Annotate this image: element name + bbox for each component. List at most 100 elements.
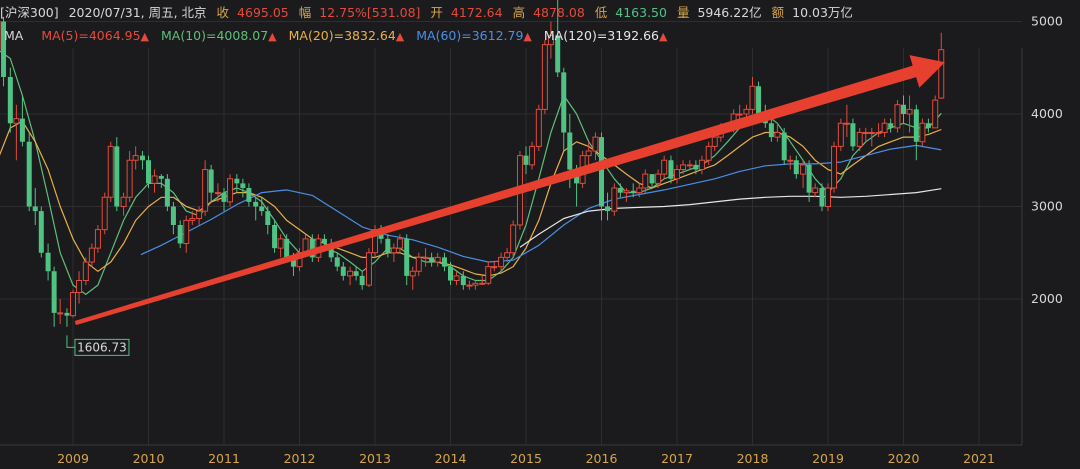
candle-body [429, 257, 435, 262]
x-tick-label: 2021 [963, 451, 995, 466]
ma-label[interactable]: MA [4, 28, 24, 43]
candle-body [768, 123, 774, 138]
candle-body [756, 86, 762, 114]
candle-body [466, 284, 473, 287]
candle-body [749, 85, 756, 110]
min-label: 1606.73 [77, 340, 127, 354]
candle-body [567, 132, 573, 170]
annotations: 5380.431606.73 [66, 335, 130, 356]
x-tick-label: 2016 [586, 451, 618, 466]
x-tick-label: 2015 [510, 451, 542, 466]
candle-body [265, 211, 271, 225]
candle-body [705, 145, 712, 161]
candle-body [938, 49, 945, 99]
candle-body [793, 160, 799, 175]
x-tick-label: 2012 [284, 451, 316, 466]
candle-body [88, 247, 95, 263]
candle-body [599, 137, 604, 207]
candle-body [151, 175, 158, 184]
candle-body [881, 122, 888, 133]
candle-body [328, 243, 334, 258]
candle-body [13, 118, 20, 124]
candle-body [831, 145, 838, 189]
ma60-text: MA(60)=3612.79 [416, 28, 524, 43]
y-tick-label: 2000 [1031, 291, 1063, 306]
candle-body [800, 164, 807, 175]
ma-line [519, 188, 942, 248]
y-tick-label: 3000 [1031, 199, 1063, 214]
candle-body [19, 118, 25, 142]
ma120-legend[interactable]: MA(120)=3192.66▲ [544, 26, 668, 47]
candle-body [743, 108, 750, 115]
candle-body [1, 21, 7, 77]
candle-body [353, 271, 359, 276]
candle-body [51, 271, 57, 313]
ma-legend-bar: MA MA(5)=4064.95▲ MA(10)=4008.07▲ MA(20)… [0, 26, 1080, 46]
candle-body [390, 247, 397, 254]
candle-body [655, 173, 662, 184]
candle-body [888, 123, 894, 128]
candle-body [850, 123, 856, 147]
ma5-text: MA(5)=4064.95 [41, 28, 141, 43]
candle-body [806, 164, 812, 193]
candle-body [183, 219, 190, 244]
candle-body [340, 266, 346, 276]
high-value: 4878.08 [533, 5, 585, 20]
candle-body [523, 155, 529, 165]
up-arrow-icon: ▲ [395, 30, 405, 43]
candle-body [932, 99, 939, 129]
candle-body [856, 132, 863, 147]
candle-body [227, 178, 234, 203]
candle-body [617, 188, 623, 193]
candle-body [164, 178, 170, 207]
candle-body [529, 145, 536, 166]
x-tick-label: 2019 [812, 451, 844, 466]
candle-body [781, 132, 787, 161]
candle-body [472, 282, 479, 286]
candle-body [38, 211, 44, 253]
x-tick-label: 2020 [888, 451, 920, 466]
candle-body [214, 192, 221, 195]
candle-body [82, 261, 89, 281]
candle-body [919, 122, 926, 143]
ma60-legend[interactable]: MA(60)=3612.79▲ [416, 26, 532, 47]
ma10-legend[interactable]: MA(10)=4008.07▲ [161, 26, 277, 47]
up-arrow-icon: ▲ [268, 30, 277, 43]
candle-body [668, 160, 674, 179]
candle-body [547, 34, 554, 46]
candle-body [365, 252, 372, 286]
candle-body [868, 132, 875, 134]
amount-value: 10.03万亿 [792, 5, 853, 20]
candle-body [837, 122, 844, 147]
candle-body [107, 145, 114, 198]
x-tick-label: 2009 [57, 451, 89, 466]
index-name[interactable]: [沪深300] [0, 5, 59, 20]
candle-body [498, 256, 505, 268]
candle-body [415, 256, 422, 272]
candle-body [787, 159, 794, 162]
x-tick-label: 2010 [133, 451, 165, 466]
ma-line [140, 144, 942, 263]
ma5-legend[interactable]: MA(5)=4064.95▲ [41, 26, 149, 47]
high-label: 高 [512, 5, 526, 20]
candle-body [736, 113, 743, 116]
grid [0, 21, 1023, 446]
candle-body [132, 155, 139, 161]
ma20-legend[interactable]: MA(20)=3832.64▲ [289, 26, 405, 47]
candle-body [434, 256, 441, 263]
candle-body [196, 210, 203, 220]
quote-info-bar: [沪深300] 2020/07/31, 周五, 北京 收 4695.05 幅 1… [0, 0, 1080, 26]
volume-value: 5946.22亿 [697, 5, 762, 20]
ma120-text: MA(120)=3192.66 [543, 28, 659, 43]
candle-body [913, 109, 919, 142]
min-label-box [74, 338, 130, 356]
candle-body [485, 266, 492, 284]
candle-body [504, 252, 511, 258]
candle-body [101, 196, 108, 231]
candle-body [277, 238, 284, 249]
candle-body [385, 238, 391, 253]
ma20-text: MA(20)=3832.64 [288, 28, 396, 43]
candle-body [64, 312, 70, 316]
candle-body [592, 136, 599, 152]
